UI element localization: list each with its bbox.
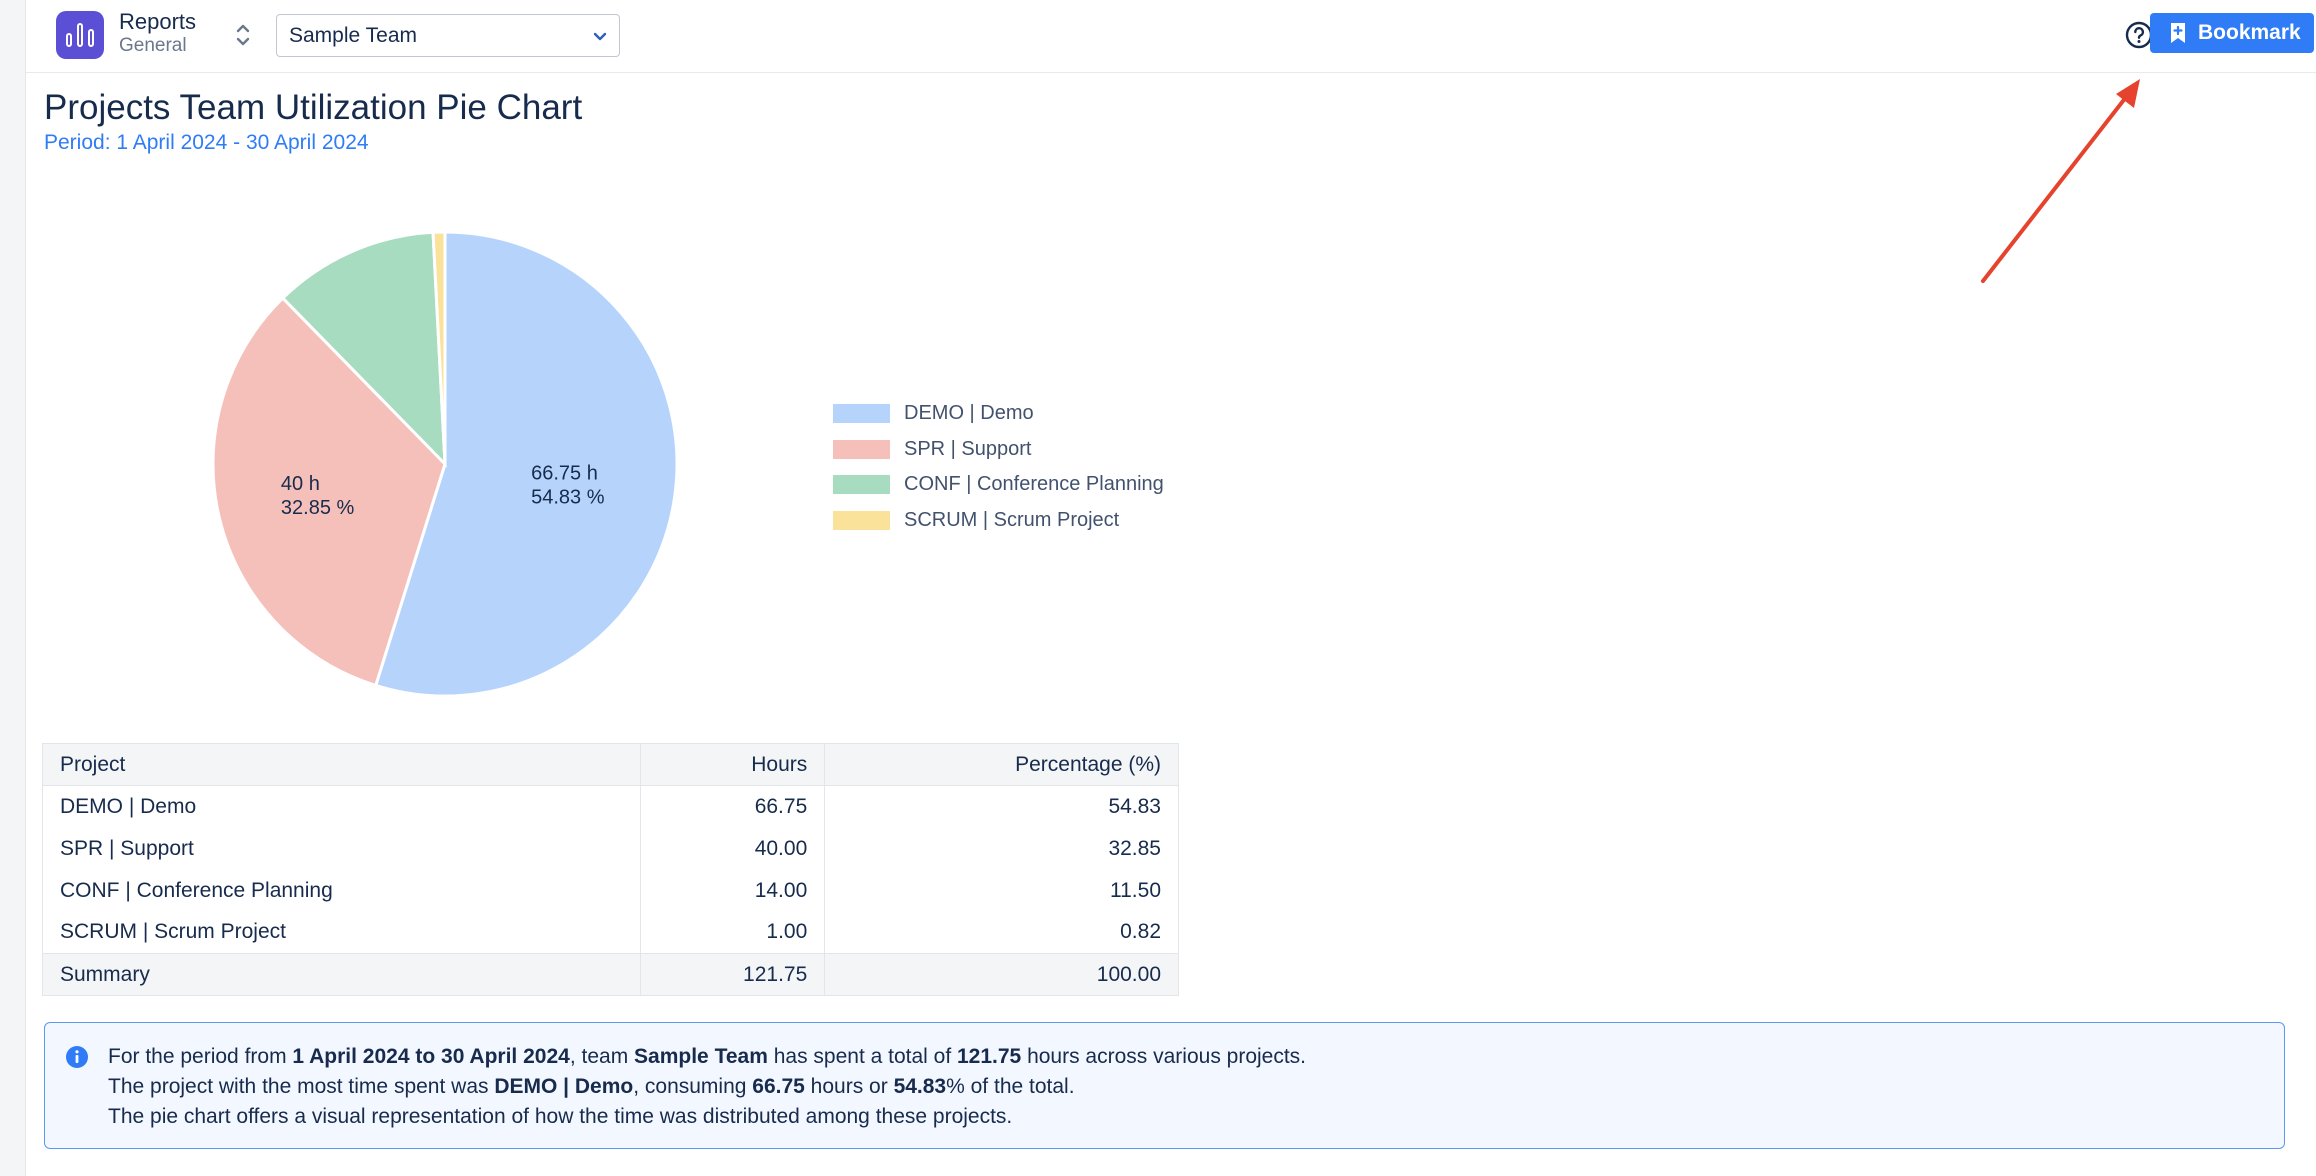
- app-subtitle: General: [119, 35, 187, 56]
- info-icon: [66, 1046, 88, 1068]
- reports-app-icon[interactable]: [56, 11, 104, 59]
- pie-data-label: 66.75 h 54.83 %: [531, 462, 605, 508]
- cell-hours: 14.00: [640, 869, 826, 912]
- cell-percentage: 54.83: [824, 785, 1179, 828]
- legend-item[interactable]: CONF | Conference Planning: [833, 467, 1164, 503]
- table-row: CONF | Conference Planning 14.00 11.50: [41, 869, 1179, 912]
- table-summary-row: Summary 121.75 100.00: [41, 953, 1179, 996]
- column-header-percentage[interactable]: Percentage (%): [824, 743, 1179, 786]
- cell-hours: 1.00: [640, 911, 826, 954]
- utilization-table: Project Hours Percentage (%) DEMO | Demo…: [41, 743, 1179, 996]
- app-title[interactable]: Reports: [119, 9, 197, 34]
- team-select-value: Sample Team: [289, 24, 418, 47]
- legend-swatch: [833, 439, 890, 459]
- cell-hours: 66.75: [640, 785, 826, 828]
- legend-swatch: [833, 475, 890, 495]
- summary-hours: 121.75: [640, 953, 826, 996]
- pie-data-label: 40 h 32.85 %: [281, 473, 355, 519]
- pie-slice[interactable]: [431, 230, 447, 465]
- cell-project: DEMO | Demo: [41, 785, 642, 828]
- annotation-arrow: [1981, 79, 2140, 283]
- cell-project: SCRUM | Scrum Project: [41, 911, 642, 954]
- report-period: Period: 1 April 2024 - 30 April 2024: [44, 131, 369, 154]
- cell-percentage: 0.82: [824, 911, 1179, 954]
- table-row: DEMO | Demo 66.75 54.83: [41, 785, 1179, 828]
- legend-label: SCRUM | Scrum Project: [904, 508, 1120, 531]
- legend-swatch: [833, 404, 890, 424]
- bookmark-button[interactable]: Bookmark: [2150, 13, 2314, 53]
- table-row: SCRUM | Scrum Project 1.00 0.82: [41, 911, 1179, 954]
- cell-project: SPR | Support: [41, 827, 642, 870]
- legend-item[interactable]: DEMO | Demo: [833, 396, 1164, 432]
- cell-percentage: 32.85: [824, 827, 1179, 870]
- column-header-hours[interactable]: Hours: [640, 743, 826, 786]
- cell-project: CONF | Conference Planning: [41, 869, 642, 912]
- table-header-row: Project Hours Percentage (%): [41, 743, 1179, 786]
- summary-label: Summary: [41, 953, 642, 996]
- top-bar: Reports General Sample Team Bookmark: [26, 0, 2316, 73]
- legend-label: SPR | Support: [904, 437, 1032, 460]
- pie-chart: 66.75 h 54.83 % 40 h 32.85 %: [211, 230, 679, 698]
- info-line-1: For the period from 1 April 2024 to 30 A…: [108, 1045, 1307, 1068]
- column-header-project[interactable]: Project: [41, 743, 642, 786]
- info-line-3: The pie chart offers a visual representa…: [108, 1105, 1013, 1128]
- pie-slice[interactable]: [211, 295, 447, 688]
- legend-label: DEMO | Demo: [904, 402, 1034, 425]
- team-select[interactable]: Sample Team: [276, 14, 620, 57]
- bookmark-icon: [2171, 23, 2185, 43]
- legend-label: CONF | Conference Planning: [904, 473, 1164, 496]
- page-title: Projects Team Utilization Pie Chart: [44, 88, 583, 127]
- pie-slice[interactable]: [280, 230, 447, 468]
- legend-item[interactable]: SPR | Support: [833, 432, 1164, 468]
- legend-swatch: [833, 510, 890, 530]
- info-summary-box: For the period from 1 April 2024 to 30 A…: [44, 1022, 2285, 1149]
- table-row: SPR | Support 40.00 32.85: [41, 827, 1179, 870]
- chart-legend: DEMO | Demo SPR | Support CONF | Confere…: [833, 396, 1164, 538]
- cell-hours: 40.00: [640, 827, 826, 870]
- pie-slice[interactable]: [373, 230, 679, 698]
- left-rail: [0, 0, 26, 1176]
- chevron-up-down-icon[interactable]: [233, 20, 253, 50]
- cell-percentage: 11.50: [824, 869, 1179, 912]
- chevron-down-icon: [593, 32, 607, 41]
- legend-item[interactable]: SCRUM | Scrum Project: [833, 503, 1164, 539]
- bookmark-button-label: Bookmark: [2198, 21, 2301, 44]
- info-line-2: The project with the most time spent was…: [108, 1075, 1075, 1098]
- summary-percentage: 100.00: [824, 953, 1179, 996]
